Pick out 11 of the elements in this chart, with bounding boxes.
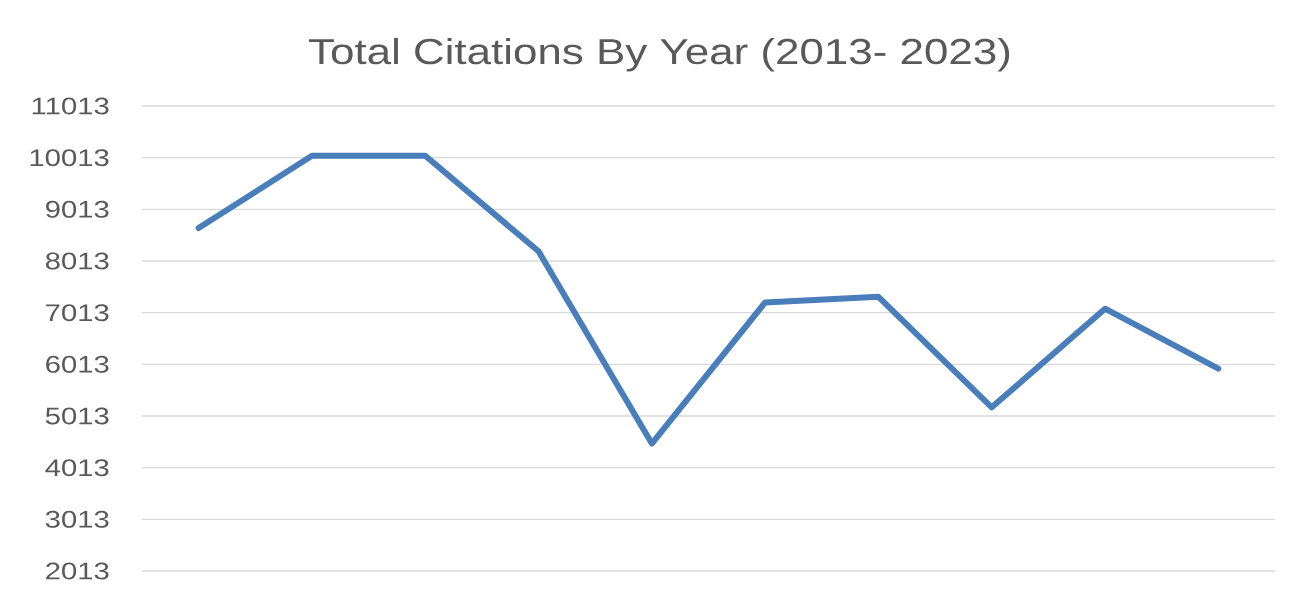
y-tick-label: 10013 bbox=[30, 149, 109, 167]
y-tick-label: 9013 bbox=[46, 200, 109, 218]
y-tick-label: 3013 bbox=[45, 510, 109, 528]
y-tick-label: 2013 bbox=[46, 562, 109, 580]
y-tick-label: 7013 bbox=[46, 304, 109, 322]
y-tick-label: 6013 bbox=[46, 355, 109, 373]
y-tick-label: 4013 bbox=[45, 459, 109, 477]
y-tick-label: 5013 bbox=[45, 407, 109, 425]
chart-title: Total Citations By Year (2013- 2023) bbox=[309, 37, 1010, 72]
y-tick-label: 8013 bbox=[45, 252, 109, 270]
y-tick-label: 11013 bbox=[32, 97, 109, 115]
